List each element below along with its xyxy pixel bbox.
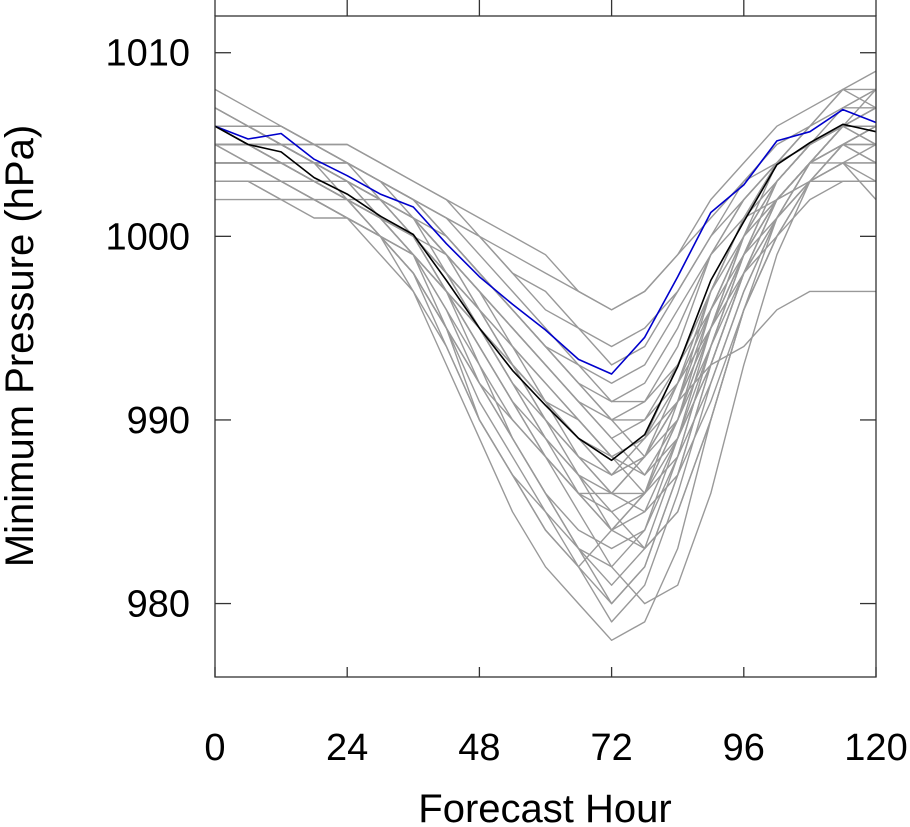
- ensemble-member-line-37: [215, 125, 876, 311]
- ensemble-member-line-12: [215, 88, 877, 366]
- y-tick-label: 1010: [105, 33, 190, 75]
- series-line-2: [214, 123, 877, 462]
- x-tick-label: 24: [326, 727, 368, 769]
- ensemble-member-line-11: [214, 143, 877, 531]
- x-tick-label: 0: [204, 727, 225, 769]
- ensemble-member-line-6: [215, 125, 877, 403]
- y-tick-label: 990: [127, 400, 190, 442]
- ensemble-member-line-27: [215, 88, 877, 311]
- highlighted-series: [214, 108, 877, 462]
- y-axis-title: Minimum Pressure (hPa): [0, 125, 42, 567]
- series-line-1: [214, 108, 877, 375]
- ensemble-member-line-29: [215, 125, 876, 476]
- ensemble-member-line-23: [214, 88, 876, 513]
- ensemble-member-line-8: [215, 162, 876, 476]
- ensemble-member-line-15: [215, 143, 877, 495]
- x-tick-label: 96: [723, 727, 765, 769]
- x-axis-title: Forecast Hour: [418, 787, 671, 827]
- ensemble-members: [214, 70, 877, 641]
- y-tick-label: 980: [127, 584, 190, 626]
- ensemble-member-line-3: [214, 107, 876, 421]
- y-axis-ticks: 980 990 1000 1010: [105, 33, 876, 626]
- x-tick-label: 48: [458, 727, 500, 769]
- ensemble-member-line-35: [214, 107, 877, 550]
- ensemble-member-line-32: [215, 162, 876, 476]
- x-tick-label: 72: [590, 727, 632, 769]
- x-tick-label: 120: [844, 727, 907, 769]
- x-axis-ticks: 0 24 48 72 96 120: [204, 0, 908, 769]
- y-tick-label: 1000: [105, 216, 190, 258]
- ensemble-member-line-30: [214, 125, 877, 513]
- plot-frame: [214, 15, 877, 678]
- ensemble-member-line-34: [215, 125, 877, 605]
- ensemble-member-line-14: [214, 125, 876, 550]
- ensemble-member-line-21: [214, 143, 876, 568]
